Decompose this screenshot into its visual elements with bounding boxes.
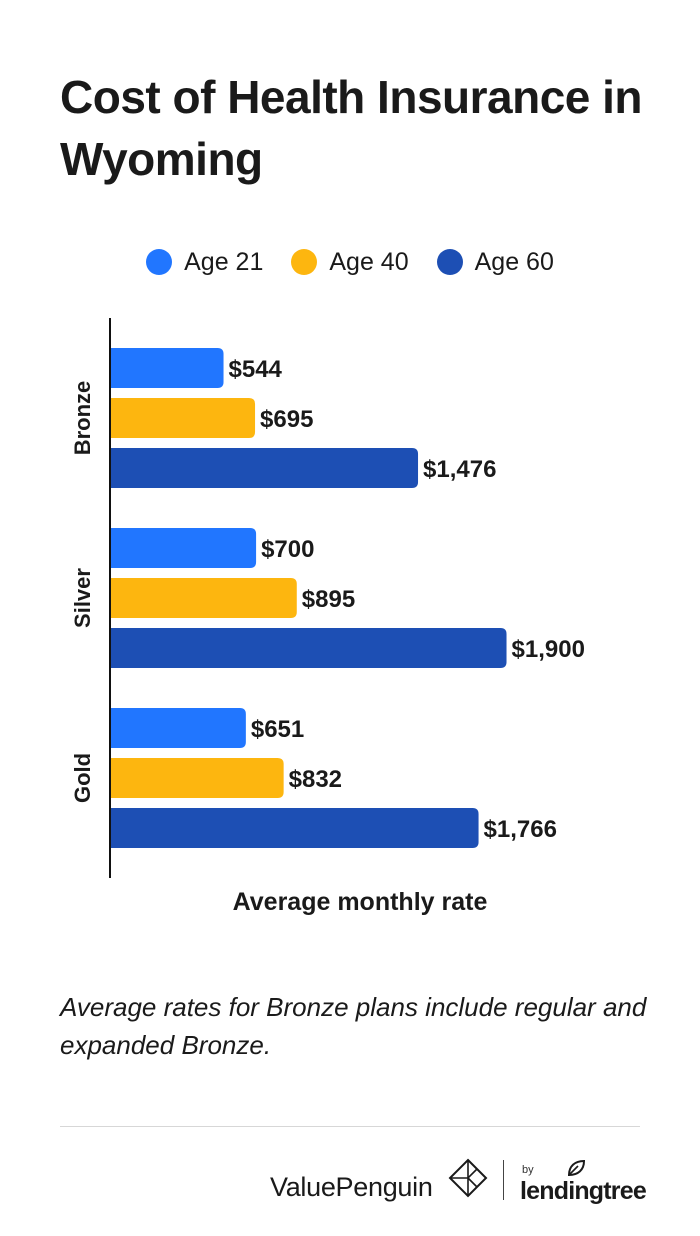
bar-silver-age-21: [110, 528, 257, 568]
legend-label-age-21: Age 21: [184, 247, 264, 276]
bar-gold-age-40: [110, 758, 284, 798]
bar-bronze-age-21: [110, 348, 224, 388]
legend: Age 21 Age 40 Age 60: [0, 244, 700, 280]
bar-gold-age-60: [110, 808, 479, 848]
legend-swatch-age-60: [436, 249, 463, 275]
y-tick-label: Gold: [70, 753, 95, 803]
valuepenguin-brand: ValuePenguin: [270, 1172, 433, 1202]
legend-item-age-40: Age 40: [291, 247, 409, 277]
bar-gold-age-21: [110, 708, 246, 748]
data-label: $544: [229, 356, 283, 383]
data-label: $695: [260, 406, 313, 433]
legend-label-age-60: Age 60: [474, 247, 554, 276]
data-label: $1,766: [484, 816, 557, 843]
bar-silver-age-60: [110, 628, 507, 668]
y-tick-label: Silver: [70, 568, 95, 628]
y-tick-label: Bronze: [70, 381, 95, 456]
footer: ValuePenguin by lendingtree: [0, 1150, 700, 1210]
bar-chart: $544 $695 $1,476 Bronze $700 $895 $1,900 Silver…: [70, 318, 585, 878]
data-label: $832: [289, 766, 342, 793]
data-label: $895: [302, 586, 355, 613]
valuepenguin-diamond-icon: [448, 1158, 488, 1198]
partner-by-label: by: [522, 1164, 534, 1176]
data-label: $1,900: [512, 636, 585, 663]
footer-separator: [503, 1160, 504, 1200]
legend-label-age-40: Age 40: [329, 247, 409, 276]
legend-item-age-60: Age 60: [436, 247, 554, 277]
chart-title: Cost of Health Insurance in Wyoming: [60, 71, 643, 185]
footnote: Average rates for Bronze plans include r…: [60, 992, 647, 1060]
bar-silver-age-40: [110, 578, 297, 618]
divider: [60, 1126, 640, 1127]
data-label: $700: [261, 536, 314, 563]
legend-swatch-age-21: [146, 249, 173, 275]
data-label: $651: [251, 716, 304, 743]
x-axis-label: Average monthly rate: [232, 888, 488, 916]
data-label: $1,476: [423, 456, 496, 483]
bar-bronze-age-60: [110, 448, 419, 488]
bar-bronze-age-40: [110, 398, 256, 438]
leaf-icon: [567, 1159, 586, 1177]
legend-item-age-21: Age 21: [146, 248, 263, 277]
lendingtree-brand: lendingtree: [520, 1177, 647, 1205]
legend-swatch-age-40: [291, 249, 318, 275]
